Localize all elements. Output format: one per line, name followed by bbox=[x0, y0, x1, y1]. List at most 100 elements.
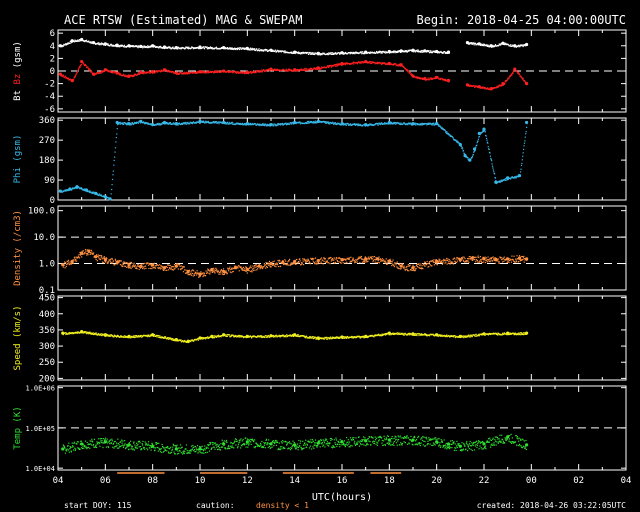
scatter-dot-bt bbox=[237, 47, 239, 49]
scatter-dot-bz bbox=[189, 72, 191, 75]
scatter-dot-bt bbox=[332, 52, 334, 54]
scatter-dot-bz bbox=[517, 72, 519, 74]
scatter-dot-density bbox=[395, 262, 397, 264]
scatter-dot-bt bbox=[79, 38, 81, 41]
y-tick-label-density-0: 100.0 bbox=[28, 207, 55, 217]
scatter-dot-density bbox=[519, 260, 522, 262]
scatter-dot-phi bbox=[228, 123, 230, 125]
scatter-dot-bz bbox=[78, 66, 80, 69]
scatter-dot-bt bbox=[419, 50, 421, 52]
scatter-dot-density bbox=[412, 264, 414, 266]
scatter-dot-density bbox=[453, 257, 456, 259]
scatter-dot-phi bbox=[268, 124, 270, 127]
scatter-dot-density bbox=[216, 270, 218, 272]
scatter-dot-density bbox=[89, 249, 91, 251]
scatter-dot-phi bbox=[357, 125, 359, 127]
scatter-dot-bz bbox=[239, 72, 241, 74]
scatter-dot-bz bbox=[327, 65, 329, 67]
scatter-dot-speed bbox=[125, 335, 127, 338]
scatter-dot-density bbox=[203, 272, 205, 274]
scatter-dot-density bbox=[134, 265, 136, 267]
scatter-dot-phi bbox=[312, 121, 314, 123]
scatter-dot-phi bbox=[113, 164, 115, 166]
scatter-dot-density bbox=[67, 261, 69, 263]
scatter-dot-bz bbox=[492, 87, 494, 89]
scatter-dot-bz bbox=[305, 69, 307, 72]
scatter-dot-speed bbox=[128, 337, 130, 339]
scatter-dot-density bbox=[464, 261, 467, 263]
scatter-dot-bt bbox=[100, 44, 102, 46]
scatter-dot-density bbox=[385, 258, 387, 260]
scatter-dot-bt bbox=[209, 47, 211, 49]
scatter-dot-bz bbox=[479, 87, 481, 89]
scatter-dot-phi bbox=[142, 121, 144, 124]
scatter-dot-density bbox=[329, 263, 331, 265]
scatter-dot-density bbox=[349, 261, 351, 263]
scatter-dot-density bbox=[489, 258, 491, 260]
scatter-dot-bz bbox=[209, 71, 212, 73]
scatter-dot-speed bbox=[115, 335, 117, 337]
scatter-dot-density bbox=[352, 258, 355, 260]
scatter-dot-bz bbox=[94, 74, 96, 76]
scatter-dot-phi bbox=[420, 124, 422, 126]
scatter-dot-density bbox=[320, 258, 322, 260]
scatter-dot-phi bbox=[93, 191, 95, 194]
scatter-dot-bt bbox=[119, 46, 121, 48]
scatter-dot-density bbox=[391, 261, 393, 263]
scatter-dot-density bbox=[335, 258, 337, 260]
scatter-dot-bt bbox=[485, 45, 487, 47]
scatter-dot-density bbox=[187, 274, 189, 276]
scatter-dot-bt bbox=[310, 53, 312, 55]
scatter-dot-density bbox=[128, 267, 130, 269]
scatter-dot-density bbox=[341, 260, 343, 262]
scatter-dot-bz bbox=[352, 61, 354, 63]
scatter-dot-density bbox=[187, 272, 189, 274]
scatter-dot-bz bbox=[448, 79, 450, 82]
scatter-dot-bz bbox=[356, 63, 359, 65]
scatter-dot-speed bbox=[92, 332, 94, 334]
scatter-dot-density bbox=[291, 263, 293, 266]
scatter-dot-density bbox=[111, 258, 113, 260]
scatter-dot-phi bbox=[444, 129, 446, 132]
scatter-dot-phi bbox=[347, 122, 349, 125]
scatter-dot-density bbox=[241, 267, 243, 269]
scatter-dot-density bbox=[131, 266, 133, 268]
scatter-dot-density bbox=[421, 265, 423, 267]
scatter-dot-bz bbox=[525, 82, 528, 84]
scatter-dot-density bbox=[114, 264, 116, 266]
scatter-dot-phi bbox=[264, 123, 267, 125]
scatter-dot-bz bbox=[160, 69, 162, 71]
scatter-dot-speed bbox=[94, 333, 96, 335]
scatter-dot-density bbox=[87, 252, 89, 255]
scatter-dot-bz bbox=[105, 69, 107, 71]
scatter-dot-phi bbox=[486, 141, 488, 143]
scatter-dot-bt bbox=[398, 50, 400, 53]
scatter-dot-density bbox=[493, 259, 496, 261]
scatter-dot-density bbox=[75, 256, 77, 258]
scatter-dot-bt bbox=[125, 46, 128, 48]
scatter-dot-density bbox=[509, 258, 511, 260]
scatter-dot-bt bbox=[166, 47, 169, 49]
scatter-dot-bz bbox=[520, 75, 522, 77]
scatter-dot-bz bbox=[349, 63, 351, 65]
y-axis-label-part-1: Bz bbox=[13, 74, 23, 90]
scatter-dot-density bbox=[420, 263, 422, 265]
scatter-dot-bz bbox=[196, 72, 198, 74]
scatter-dot-phi bbox=[423, 123, 425, 125]
scatter-dot-phi bbox=[478, 136, 480, 138]
scatter-dot-density bbox=[151, 263, 153, 265]
scatter-dot-phi bbox=[314, 120, 316, 122]
scatter-dot-density bbox=[271, 264, 274, 266]
scatter-dot-speed bbox=[160, 337, 162, 339]
scatter-dot-bz bbox=[89, 69, 91, 71]
scatter-dot-phi bbox=[169, 122, 171, 125]
scatter-dot-density bbox=[435, 263, 437, 265]
scatter-dot-phi bbox=[135, 122, 137, 124]
scatter-dot-bz bbox=[100, 72, 102, 74]
scatter-dot-phi bbox=[274, 125, 276, 127]
scatter-dot-density bbox=[253, 268, 255, 270]
scatter-dot-density bbox=[441, 263, 444, 265]
scatter-dot-density bbox=[110, 262, 113, 264]
scatter-dot-bz bbox=[240, 70, 242, 73]
y-tick-label-speed-5: 200 bbox=[39, 374, 55, 384]
